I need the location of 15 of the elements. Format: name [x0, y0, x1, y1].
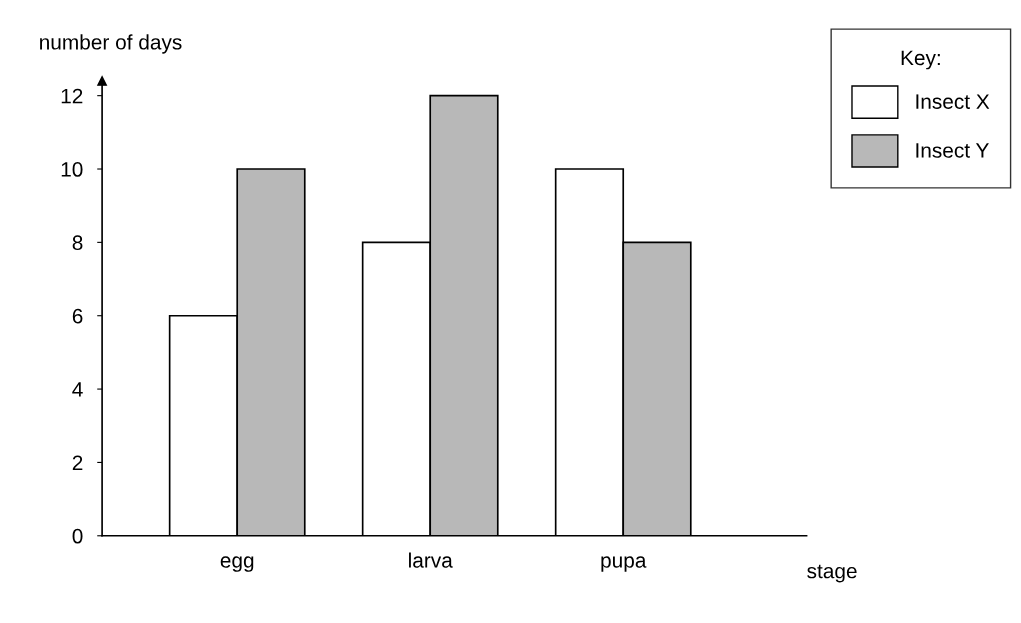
x-axis-title: stage [807, 564, 857, 583]
y-axis-title: number of days [40, 34, 182, 54]
legend-title: Key: [901, 50, 940, 70]
y-tick-label: 8 [72, 235, 83, 251]
x-tick-label: pupa [601, 556, 647, 572]
x-tick-label: larva [409, 552, 453, 568]
y-tick-label: 4 [72, 382, 83, 397]
y-tick-label: 10 [61, 162, 83, 177]
legend-label: Insect X [916, 94, 990, 109]
x-tick-label: egg [220, 556, 254, 572]
legend-label: Insect Y [916, 143, 989, 158]
y-tick-label: 6 [72, 308, 83, 324]
y-tick-label: 0 [72, 528, 83, 544]
y-tick-label: 12 [61, 88, 83, 104]
y-tick-label: 2 [72, 455, 83, 470]
